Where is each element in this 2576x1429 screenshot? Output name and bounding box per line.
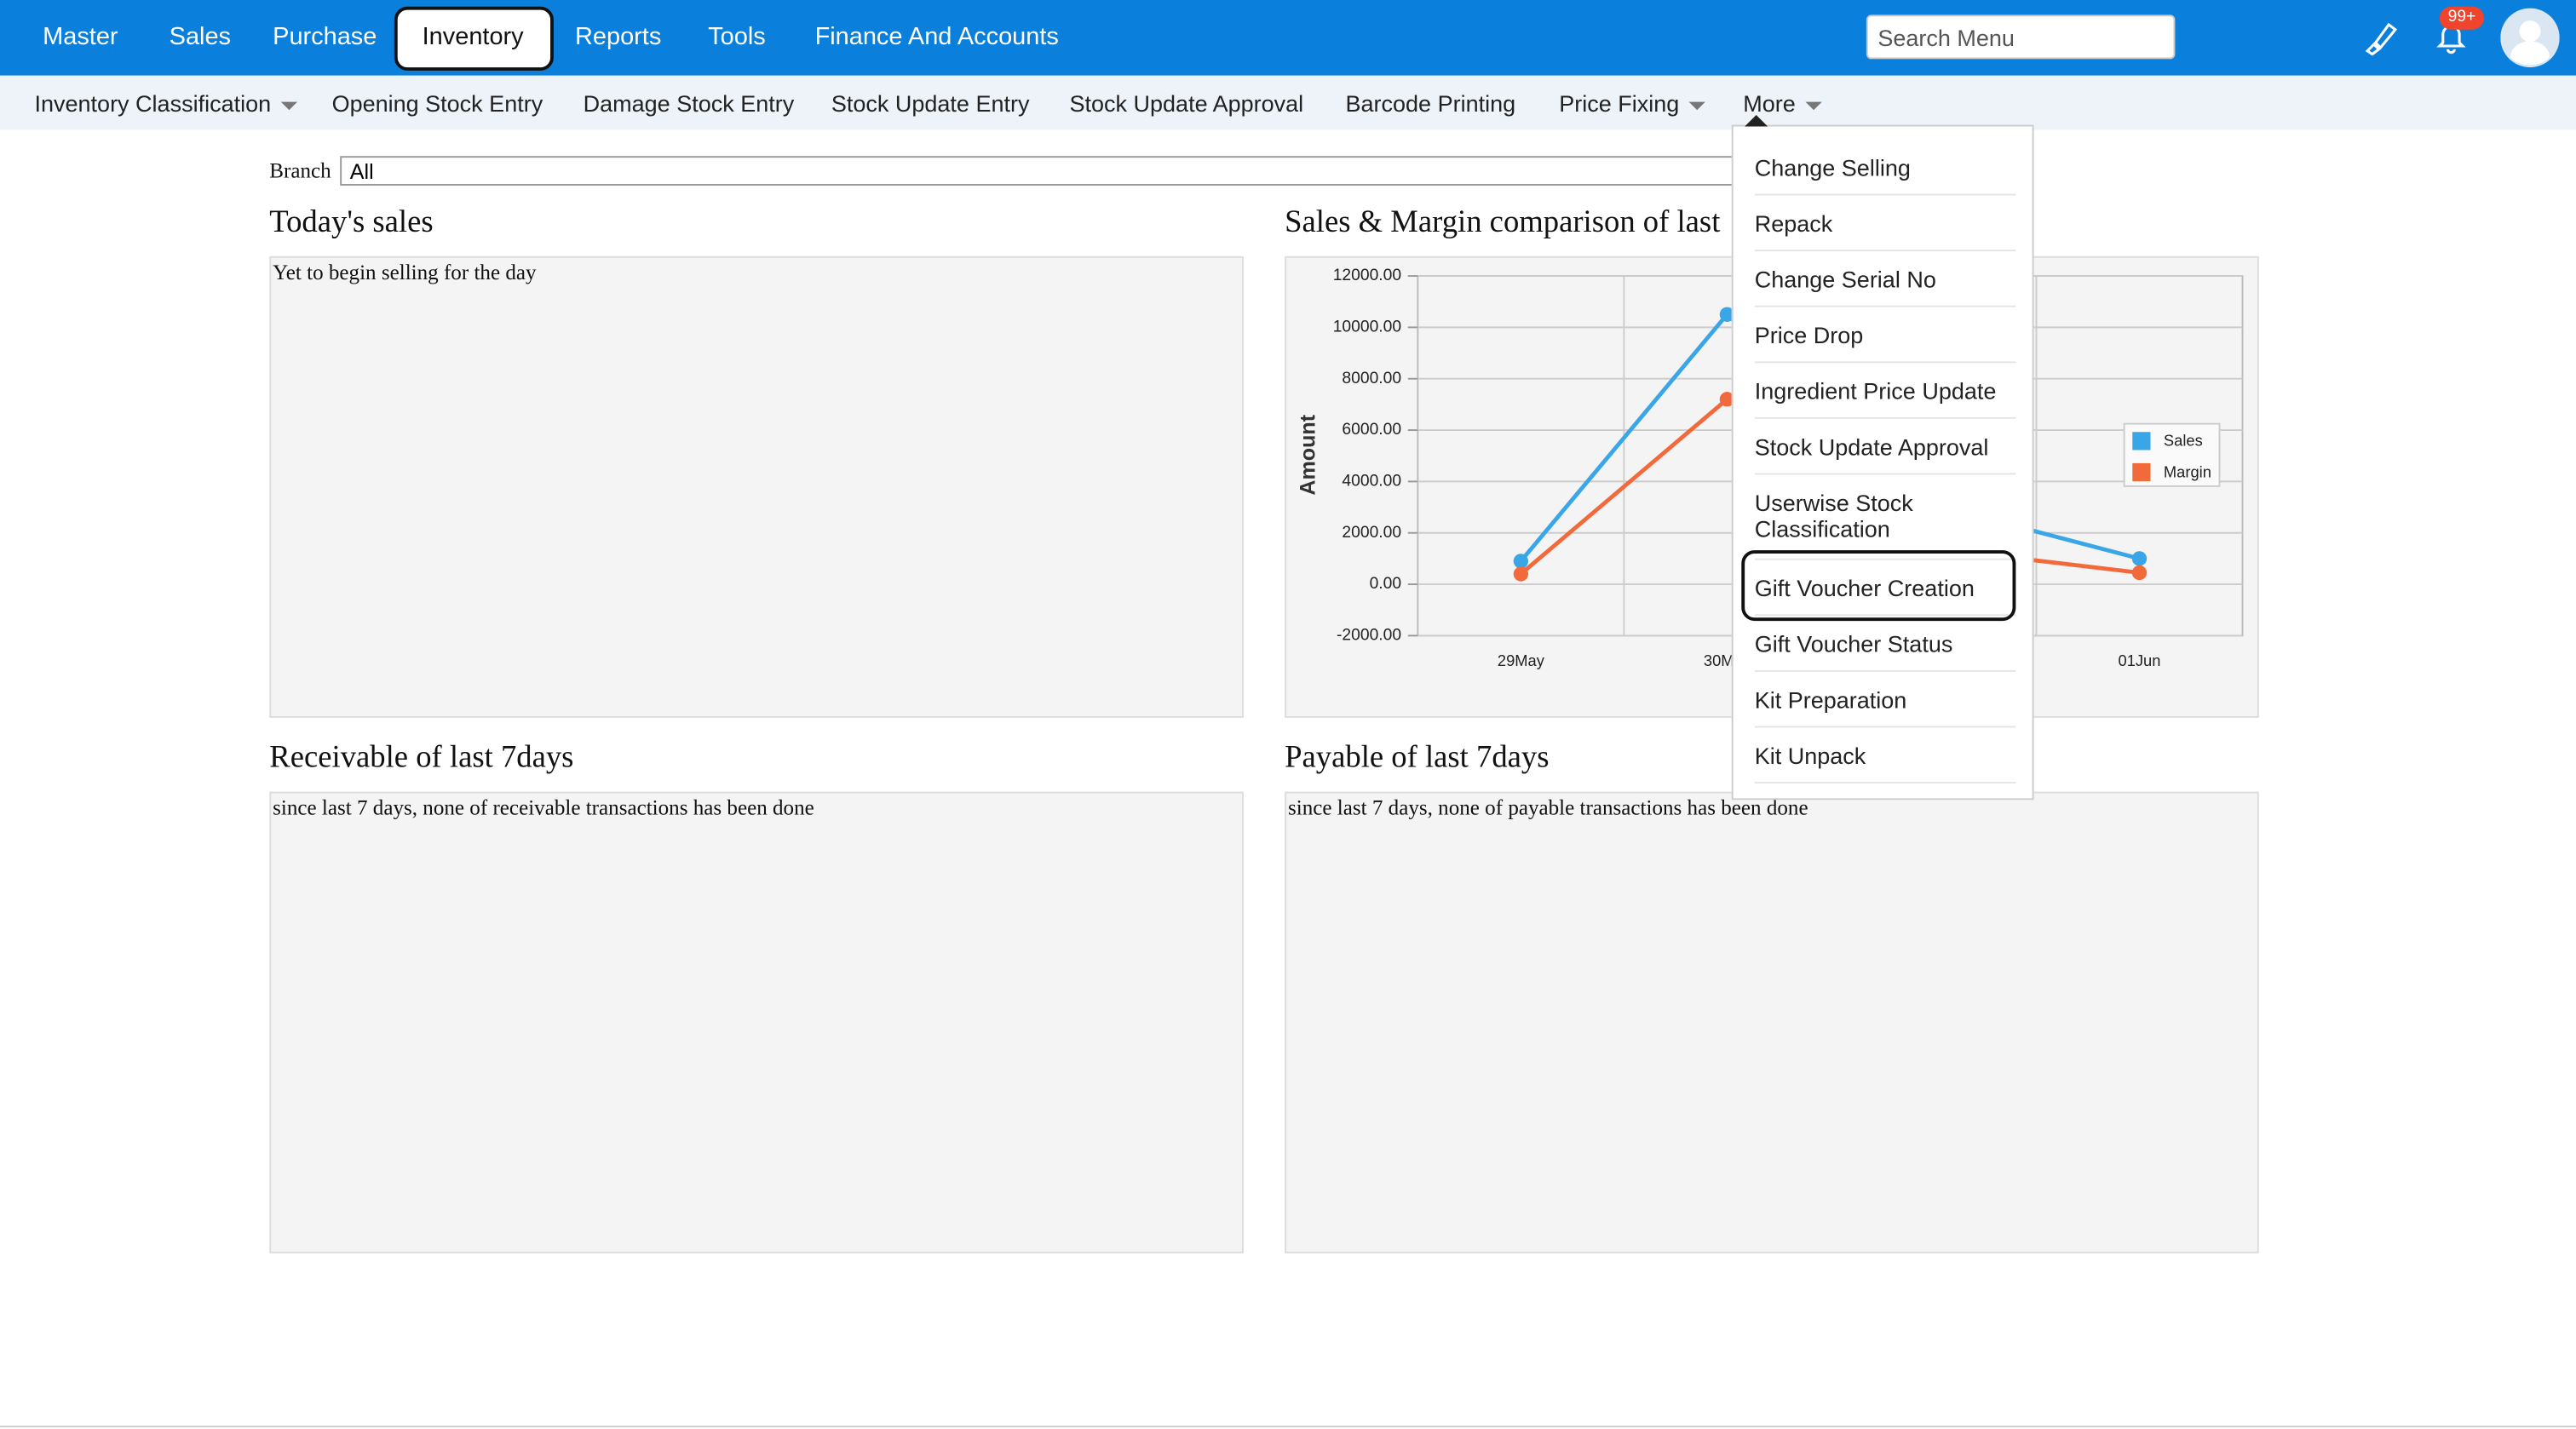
- top-nav: Master Sales Purchase Inventory Reports …: [0, 0, 2576, 76]
- sub-nav-item[interactable]: Stock Update Approval: [1069, 90, 1303, 118]
- nav-item[interactable]: Tools: [708, 23, 766, 53]
- branch-label: Branch: [269, 158, 331, 184]
- y-tick-label: 2000.00: [1342, 524, 1401, 542]
- data-point: [2132, 565, 2147, 580]
- legend-swatch: [2132, 432, 2150, 450]
- dropdown-item[interactable]: Kit Preparation: [1755, 672, 2016, 728]
- branch-select[interactable]: All: [340, 156, 1753, 186]
- search-input[interactable]: Search Menu: [1866, 14, 2176, 59]
- y-axis-label: Amount: [1297, 414, 1320, 495]
- panel: since last 7 days, none of payable trans…: [1285, 792, 2259, 1254]
- y-tick-label: 8000.00: [1342, 370, 1401, 387]
- legend-label: Margin: [2164, 462, 2211, 480]
- sub-nav: Inventory Classification Opening Stock E…: [0, 76, 2576, 130]
- panel: since last 7 days, none of receivable tr…: [269, 792, 1244, 1254]
- dropdown-item[interactable]: Change Selling: [1755, 140, 2016, 196]
- brush-icon[interactable]: [2360, 18, 2400, 57]
- panel-text: since last 7 days, none of payable trans…: [1288, 795, 1808, 822]
- nav-item[interactable]: Inventory: [423, 23, 524, 53]
- panel-text: since last 7 days, none of receivable tr…: [273, 795, 814, 822]
- dropdown-pointer: [1741, 112, 1771, 128]
- nav-item[interactable]: Master: [43, 23, 118, 53]
- data-point: [1514, 566, 1528, 581]
- y-tick-label: 6000.00: [1342, 421, 1401, 439]
- panel-title: Receivable of last 7days: [269, 741, 573, 777]
- nav-item[interactable]: Sales: [170, 23, 231, 53]
- y-tick-label: 4000.00: [1342, 472, 1401, 490]
- dropdown-item[interactable]: Ingredient Price Update: [1755, 363, 2016, 419]
- legend-swatch: [2132, 463, 2150, 481]
- panel-text: Yet to begin selling for the day: [273, 260, 536, 286]
- data-point: [2132, 551, 2147, 565]
- sub-nav-item[interactable]: Stock Update Entry: [831, 90, 1030, 118]
- focus-highlight: [1741, 550, 2015, 621]
- notification-badge: 99+: [2440, 7, 2484, 30]
- data-point: [1514, 554, 1528, 568]
- panel-title: Today's sales: [269, 205, 433, 241]
- y-tick-label: -2000.00: [1337, 627, 1401, 645]
- dropdown-item[interactable]: Price Drop: [1755, 307, 2016, 364]
- dropdown-item[interactable]: Stock Update Approval: [1755, 419, 2016, 475]
- dropdown-item[interactable]: Gift Voucher Status: [1755, 616, 2016, 672]
- sub-nav-item[interactable]: Price Fixing: [1559, 90, 1705, 118]
- avatar[interactable]: [2500, 9, 2559, 67]
- sub-nav-item[interactable]: Barcode Printing: [1345, 90, 1515, 118]
- panel-title: Payable of last 7days: [1285, 741, 1549, 777]
- x-tick-label: 29May: [1498, 651, 1545, 669]
- nav-item[interactable]: Finance And Accounts: [815, 23, 1059, 53]
- x-tick-label: 01Jun: [2119, 651, 2161, 669]
- dropdown-item[interactable]: Userwise Stock Classification: [1755, 474, 2016, 560]
- dropdown-item[interactable]: Kit Unpack: [1755, 727, 2016, 783]
- dropdown-item[interactable]: Repack: [1755, 196, 2016, 252]
- panel: Yet to begin selling for the day: [269, 256, 1244, 718]
- y-tick-label: 12000.00: [1333, 267, 1401, 284]
- sub-nav-item[interactable]: Opening Stock Entry: [332, 90, 543, 118]
- nav-item[interactable]: Purchase: [273, 23, 377, 53]
- nav-item[interactable]: Reports: [575, 23, 661, 53]
- y-tick-label: 0.00: [1370, 575, 1401, 593]
- sub-nav-item[interactable]: Inventory Classification: [34, 90, 296, 118]
- sub-nav-item[interactable]: Damage Stock Entry: [584, 90, 795, 118]
- chart-title: Sales & Margin comparison of last: [1285, 205, 1720, 241]
- y-tick-label: 10000.00: [1333, 318, 1401, 336]
- legend-label: Sales: [2164, 432, 2203, 450]
- footer-line: [0, 1426, 2576, 1427]
- dropdown-menu: Change SellingRepackChange Serial NoPric…: [1732, 125, 2034, 801]
- dropdown-item[interactable]: Change Serial No: [1755, 251, 2016, 307]
